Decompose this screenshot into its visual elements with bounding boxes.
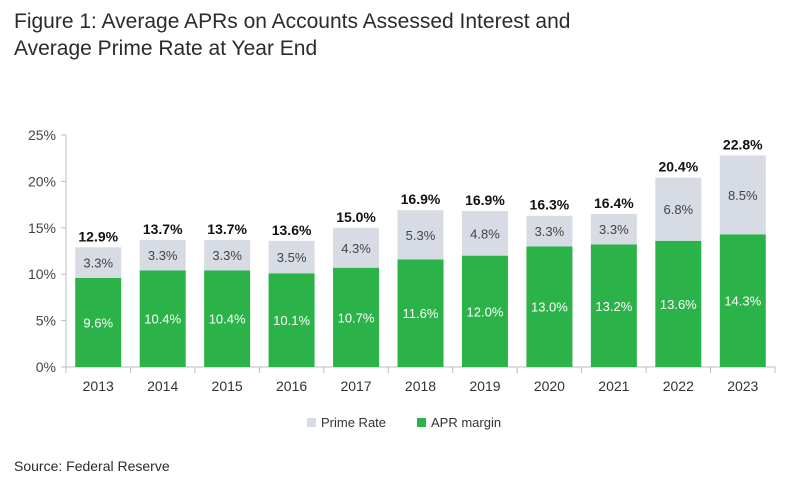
chart-title-line2: Average Prime Rate at Year End — [14, 37, 318, 60]
bar-apr-margin — [461, 255, 508, 367]
bar-prime-rate — [526, 215, 573, 247]
x-tick-label: 2015 — [212, 378, 243, 394]
x-tick-label: 2020 — [534, 378, 565, 394]
x-tick-label: 2022 — [663, 378, 694, 394]
x-tick-label: 2018 — [405, 378, 436, 394]
y-tick-label: 10% — [28, 266, 56, 282]
legend-swatch — [307, 418, 316, 427]
bar-prime-rate — [719, 155, 766, 235]
data-label-prime-rate: 6.8% — [663, 202, 693, 217]
y-tick-label: 5% — [36, 313, 56, 329]
data-label-apr-margin: 12.0% — [467, 304, 504, 319]
bar-apr-margin — [719, 234, 766, 367]
bar-prime-rate — [333, 227, 380, 268]
data-label-total: 15.0% — [336, 209, 376, 225]
x-tick-label: 2017 — [340, 378, 371, 394]
bar-apr-margin — [526, 246, 573, 367]
data-label-total: 20.4% — [658, 159, 698, 175]
data-label-apr-margin: 13.0% — [531, 300, 568, 315]
bar-prime-rate — [204, 239, 251, 271]
bar-prime-rate — [655, 177, 702, 241]
y-tick-label: 25% — [28, 127, 56, 143]
data-label-total: 12.9% — [78, 228, 118, 244]
data-label-total: 13.7% — [143, 221, 183, 237]
data-label-apr-margin: 10.4% — [209, 312, 246, 327]
data-label-prime-rate: 3.3% — [212, 248, 242, 263]
chart-title: Figure 1: Average APRs on Accounts Asses… — [14, 8, 714, 62]
bar-apr-margin — [590, 244, 637, 367]
x-tick-label: 2013 — [83, 378, 114, 394]
data-label-total: 16.9% — [465, 192, 505, 208]
data-label-apr-margin: 13.6% — [660, 297, 697, 312]
data-label-apr-margin: 10.7% — [338, 310, 375, 325]
data-label-apr-margin: 11.6% — [403, 306, 439, 321]
data-label-prime-rate: 4.8% — [470, 226, 500, 241]
data-label-apr-margin: 13.2% — [595, 299, 632, 314]
bar-prime-rate — [75, 247, 122, 278]
data-label-total: 16.4% — [594, 195, 634, 211]
bar-apr-margin — [204, 270, 251, 367]
y-tick-label: 20% — [28, 173, 56, 189]
data-label-total: 16.9% — [401, 191, 441, 207]
legend-swatch — [417, 418, 426, 427]
bar-prime-rate — [268, 240, 315, 274]
legend-label: Prime Rate — [321, 415, 386, 430]
bar-apr-margin — [397, 259, 444, 367]
x-tick-label: 2014 — [147, 378, 178, 394]
data-label-total: 16.3% — [530, 197, 570, 213]
data-label-apr-margin: 9.6% — [83, 315, 113, 330]
data-label-prime-rate: 3.3% — [83, 256, 113, 271]
y-tick-label: 0% — [36, 359, 56, 375]
source-note: Source: Federal Reserve — [14, 458, 170, 474]
bar-prime-rate — [397, 210, 444, 260]
legend-label: APR margin — [431, 415, 501, 430]
data-label-prime-rate: 3.5% — [277, 250, 307, 265]
chart-title-line1: Figure 1: Average APRs on Accounts Asses… — [14, 10, 571, 33]
data-label-prime-rate: 4.3% — [341, 241, 371, 256]
bar-prime-rate — [461, 211, 508, 256]
data-label-apr-margin: 10.1% — [273, 313, 310, 328]
data-label-total: 13.6% — [272, 222, 312, 238]
data-label-prime-rate: 8.5% — [728, 188, 758, 203]
bar-prime-rate — [139, 239, 186, 271]
data-label-prime-rate: 3.3% — [599, 222, 629, 237]
x-tick-label: 2019 — [469, 378, 500, 394]
bar-apr-margin — [333, 267, 380, 367]
data-label-prime-rate: 3.3% — [148, 248, 178, 263]
bar-apr-margin — [75, 277, 122, 367]
bar-apr-margin — [268, 273, 315, 367]
bar-apr-margin — [655, 240, 702, 367]
data-label-apr-margin: 14.3% — [724, 294, 761, 309]
x-tick-label: 2021 — [598, 378, 629, 394]
data-label-total: 22.8% — [723, 136, 763, 152]
x-tick-label: 2023 — [727, 378, 758, 394]
y-tick-label: 15% — [28, 220, 56, 236]
x-tick-label: 2016 — [276, 378, 307, 394]
data-label-prime-rate: 3.3% — [535, 224, 565, 239]
bar-prime-rate — [590, 213, 637, 245]
bar-apr-margin — [139, 270, 186, 367]
data-label-total: 13.7% — [207, 221, 247, 237]
data-label-apr-margin: 10.4% — [144, 312, 181, 327]
data-label-prime-rate: 5.3% — [406, 228, 436, 243]
